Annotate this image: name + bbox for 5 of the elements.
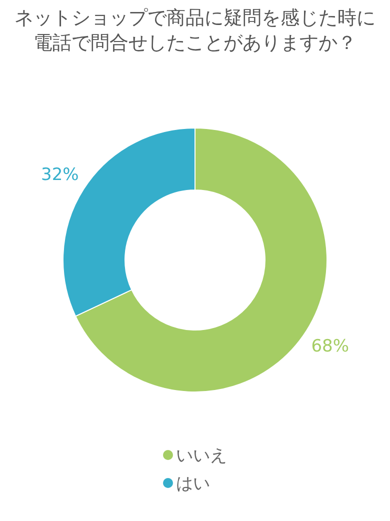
legend-label: はい xyxy=(176,474,210,494)
data-label: 32% xyxy=(41,165,79,186)
data-label: 68% xyxy=(311,336,349,357)
legend-label: いいえ xyxy=(176,446,227,466)
chart-title: ネットショップで商品に疑問を感じた時に電話で問合せしたことがありますか？ xyxy=(14,7,376,54)
